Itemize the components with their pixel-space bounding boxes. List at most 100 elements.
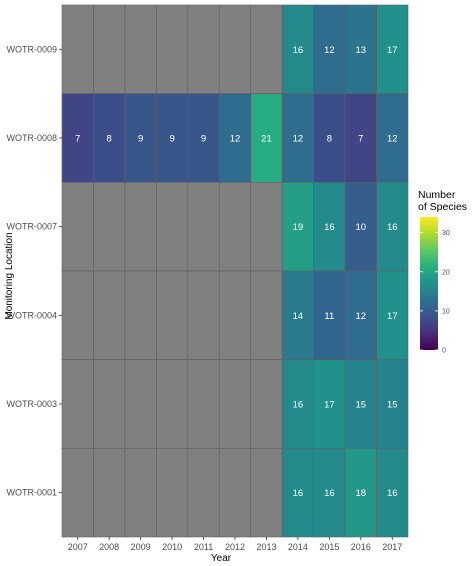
heatmap-cell: [376, 4, 409, 94]
x-tick-label: 2007: [68, 542, 88, 552]
cell-value-label: 12: [324, 45, 335, 56]
y-tick-label: WOTR-0004: [6, 310, 57, 320]
heatmap-cell-na: [250, 182, 283, 272]
heatmap-cell: [281, 4, 314, 94]
cell-value-label: 16: [324, 222, 335, 233]
x-axis-title: Year: [211, 553, 232, 564]
heatmap-cell-na: [93, 4, 126, 94]
heatmap-cell-na: [124, 4, 157, 94]
cell-value-label: 8: [327, 134, 332, 145]
heatmap-cell: [281, 93, 314, 183]
legend-tick-label: 30: [442, 230, 450, 237]
y-tick-label: WOTR-0003: [6, 399, 57, 409]
heatmap-cell-na: [187, 359, 220, 449]
y-tick-label: WOTR-0001: [6, 488, 57, 498]
heatmap-cell-na: [93, 182, 126, 272]
x-tick-label: 2011: [194, 542, 213, 552]
cell-value-label: 9: [169, 134, 174, 145]
cell-value-label: 10: [356, 222, 367, 233]
y-tick-label: WOTR-0007: [6, 222, 57, 232]
heatmap-cell: [344, 270, 377, 360]
heatmap-cell: [376, 93, 409, 183]
cell-value-label: 12: [230, 134, 241, 145]
heatmap-cell: [344, 182, 377, 272]
heatmap-cell: [93, 93, 126, 183]
heatmap-cell: [156, 93, 189, 183]
x-tick-label: 2012: [225, 542, 245, 552]
x-tick-label: 2013: [256, 542, 276, 552]
heatmap-cell-na: [61, 448, 94, 538]
heatmap-cell-na: [93, 448, 126, 538]
cell-value-label: 15: [387, 400, 398, 411]
heatmap-cell-na: [187, 448, 220, 538]
heatmap-cell-na: [218, 270, 252, 360]
x-axis: 2007 2008 2009 2010 2011 2012 2013 2014 2015 2016…: [68, 537, 402, 552]
cell-value-label: 16: [387, 222, 398, 233]
heatmap-cell: [313, 270, 346, 360]
legend-title-line2: of Species: [418, 201, 467, 213]
legend-tick-label: 0: [442, 348, 446, 355]
heatmap-cell-na: [61, 182, 94, 272]
heatmap-cell-na: [93, 270, 126, 360]
cell-value-label: 15: [356, 400, 367, 411]
heatmap-cell: [313, 93, 346, 183]
cell-value-label: 17: [387, 45, 398, 56]
heatmap-cell: [376, 270, 409, 360]
heatmap-cell: [281, 182, 314, 272]
heatmap-cell-na: [124, 182, 157, 272]
cell-value-label: 8: [107, 134, 112, 145]
cell-value-label: 16: [387, 488, 398, 499]
heatmap-cell: [218, 93, 252, 183]
heatmap-cell-na: [61, 270, 94, 360]
cell-value-label: 12: [293, 134, 304, 145]
heatmap-cell-na: [124, 448, 157, 538]
cell-value-label: 18: [356, 488, 367, 499]
heatmap-cell: [313, 182, 346, 272]
cell-value-label: 13: [356, 45, 367, 56]
cell-value-label: 7: [358, 134, 363, 145]
heatmap-cell: [376, 182, 409, 272]
heatmap-cell-na: [250, 270, 283, 360]
heatmap-cell-na: [250, 448, 283, 538]
heatmap-cell-labels: 16 12 13 17 7 8 9 9 9 12 21 12 8 7 12 19 16 10 16 14 11 12 17 1…: [75, 45, 397, 499]
heatmap-cell-na: [187, 4, 220, 94]
cell-value-label: 16: [293, 488, 304, 499]
x-tick-label: 2015: [319, 542, 339, 552]
y-tick-label: WOTR-0008: [6, 133, 57, 143]
x-tick-label: 2009: [131, 542, 151, 552]
heatmap-cell-na: [156, 4, 189, 94]
heatmap-cell-na: [124, 270, 157, 360]
heatmap-cell-na: [218, 4, 252, 94]
cell-value-label: 16: [293, 45, 304, 56]
heatmap-cell-na: [156, 359, 189, 449]
y-axis-title: Monitoring Location: [4, 232, 15, 319]
heatmap-cell: [376, 448, 409, 538]
heatmap-cell-na: [61, 4, 94, 94]
heatmap-cell: [344, 93, 377, 183]
heatmap-cell-na: [156, 182, 189, 272]
legend-title-line1: Number: [418, 189, 456, 201]
heatmap-cell-na: [156, 448, 189, 538]
cell-value-label: 9: [138, 134, 143, 145]
heatmap-cell-na: [250, 4, 283, 94]
heatmap-cell: [281, 448, 314, 538]
heatmap-cell: [313, 4, 346, 94]
legend-ticks: 0 10 20 30: [420, 230, 450, 355]
heatmap-cell-na: [218, 448, 252, 538]
cell-value-label: 14: [293, 311, 304, 322]
heatmap-cell-na: [218, 182, 252, 272]
heatmap-cell: [344, 4, 377, 94]
y-tick-label: WOTR-0009: [6, 44, 57, 54]
x-tick-label: 2008: [99, 542, 119, 552]
x-tick-label: 2010: [162, 542, 182, 552]
heatmap-cell-na: [124, 359, 157, 449]
legend-tick-label: 20: [442, 269, 450, 276]
cell-value-label: 7: [75, 134, 80, 145]
heatmap-cell: [313, 448, 346, 538]
cell-value-label: 17: [324, 400, 335, 411]
x-tick-label: 2016: [351, 542, 371, 552]
legend-colorbar: [420, 217, 438, 350]
heatmap-cell: [376, 359, 409, 449]
cell-value-label: 21: [261, 134, 272, 145]
